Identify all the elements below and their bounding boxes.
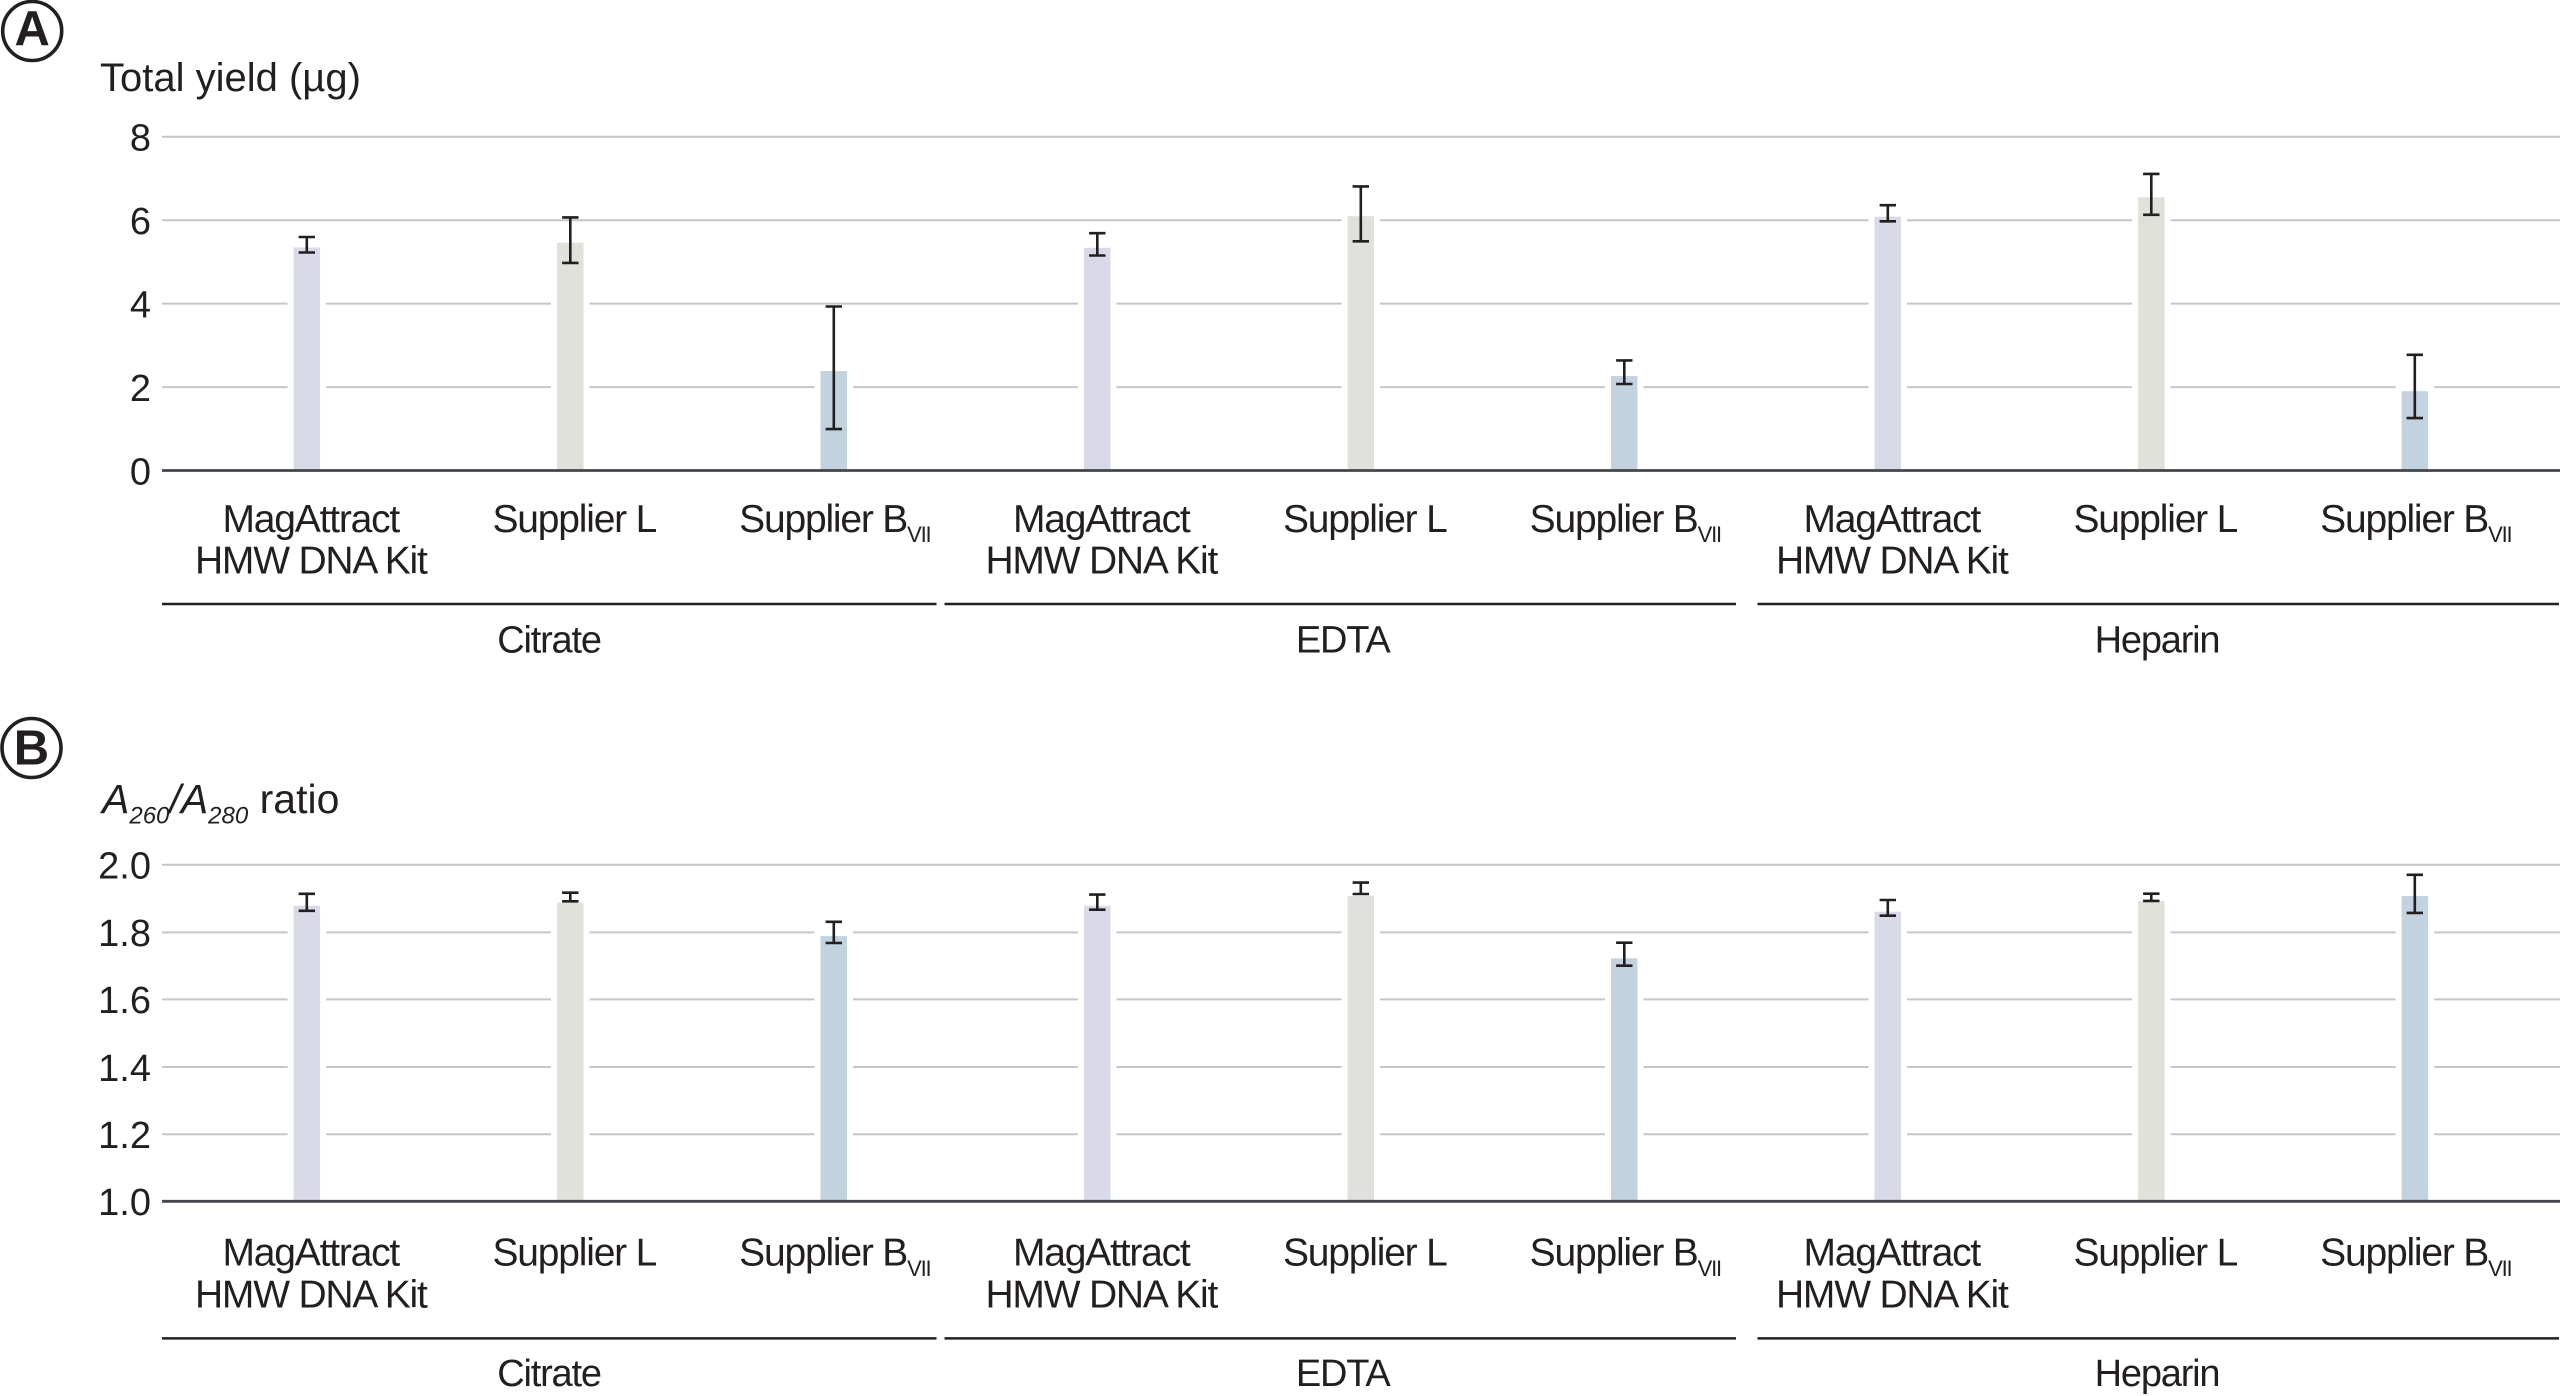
svg-text:Supplier L: Supplier L bbox=[492, 1232, 656, 1275]
svg-text:Supplier L: Supplier L bbox=[1283, 498, 1447, 541]
svg-text:Total yield (µg): Total yield (µg) bbox=[100, 56, 361, 100]
svg-text:HMW DNA Kit: HMW DNA Kit bbox=[1776, 540, 2009, 583]
svg-text:Heparin: Heparin bbox=[2095, 1353, 2220, 1395]
svg-text:Supplier BVII: Supplier BVII bbox=[739, 498, 930, 547]
svg-text:6: 6 bbox=[130, 201, 151, 243]
svg-text:1.8: 1.8 bbox=[98, 913, 151, 955]
svg-text:MagAttract: MagAttract bbox=[1804, 498, 1982, 541]
svg-text:Supplier BVII: Supplier BVII bbox=[1530, 1232, 1721, 1281]
svg-text:HMW DNA Kit: HMW DNA Kit bbox=[195, 1273, 428, 1316]
svg-text:8: 8 bbox=[130, 118, 151, 160]
svg-text:1.0: 1.0 bbox=[98, 1182, 151, 1224]
svg-text:1.4: 1.4 bbox=[98, 1048, 151, 1090]
svg-text:4: 4 bbox=[130, 284, 151, 326]
svg-text:EDTA: EDTA bbox=[1296, 620, 1392, 662]
svg-text:HMW DNA Kit: HMW DNA Kit bbox=[985, 540, 1218, 583]
svg-text:Supplier BVII: Supplier BVII bbox=[739, 1232, 930, 1281]
svg-text:MagAttract: MagAttract bbox=[1013, 1232, 1191, 1275]
svg-text:2.0: 2.0 bbox=[98, 846, 151, 888]
svg-text:2: 2 bbox=[130, 368, 151, 410]
svg-text:A: A bbox=[15, 2, 50, 56]
svg-text:B: B bbox=[14, 721, 49, 775]
svg-text:HMW DNA Kit: HMW DNA Kit bbox=[1776, 1273, 2009, 1316]
svg-text:Heparin: Heparin bbox=[2095, 620, 2220, 662]
svg-text:1.2: 1.2 bbox=[98, 1115, 151, 1157]
svg-text:Supplier L: Supplier L bbox=[2073, 1232, 2237, 1275]
svg-text:MagAttract: MagAttract bbox=[1013, 498, 1191, 541]
svg-text:MagAttract: MagAttract bbox=[1804, 1232, 1982, 1275]
svg-text:Supplier L: Supplier L bbox=[1283, 1232, 1447, 1275]
svg-text:Supplier L: Supplier L bbox=[492, 498, 656, 541]
svg-text:0: 0 bbox=[130, 451, 151, 493]
svg-text:Supplier BVII: Supplier BVII bbox=[2320, 498, 2511, 547]
svg-text:A260/A280 ratio: A260/A280 ratio bbox=[99, 776, 339, 830]
svg-text:1.6: 1.6 bbox=[98, 980, 151, 1022]
svg-text:Supplier BVII: Supplier BVII bbox=[2320, 1232, 2511, 1281]
svg-text:Citrate: Citrate bbox=[497, 620, 601, 662]
svg-text:Citrate: Citrate bbox=[497, 1353, 601, 1395]
svg-text:EDTA: EDTA bbox=[1296, 1353, 1392, 1395]
svg-text:HMW DNA Kit: HMW DNA Kit bbox=[195, 540, 428, 583]
svg-text:HMW DNA Kit: HMW DNA Kit bbox=[985, 1273, 1218, 1316]
svg-text:Supplier BVII: Supplier BVII bbox=[1530, 498, 1721, 547]
svg-text:MagAttract: MagAttract bbox=[223, 1232, 401, 1275]
svg-text:Supplier L: Supplier L bbox=[2073, 498, 2237, 541]
svg-text:MagAttract: MagAttract bbox=[223, 498, 401, 541]
